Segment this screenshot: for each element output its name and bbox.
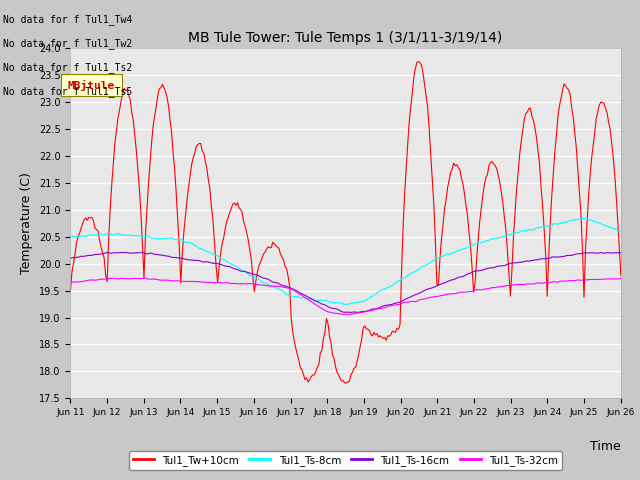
- Tul1_Ts-16cm: [134, 250, 141, 256]
- Tul1_Ts-32cm: [232, 280, 240, 286]
- Tul1_Ts-16cm: [589, 250, 597, 256]
- Tul1_Ts-16cm: [260, 275, 268, 281]
- Text: No data for f Tul1_Ts5: No data for f Tul1_Ts5: [3, 86, 132, 97]
- Tul1_Ts-16cm: [137, 250, 145, 255]
- Line: Tul1_Ts-32cm: Tul1_Ts-32cm: [70, 278, 621, 314]
- Line: Tul1_Tw+10cm: Tul1_Tw+10cm: [70, 61, 621, 383]
- Tul1_Tw+10cm: [134, 167, 141, 172]
- Tul1_Ts-32cm: [308, 300, 316, 305]
- Text: No data for f Tul1_Tw4: No data for f Tul1_Tw4: [3, 14, 132, 25]
- Tul1_Ts-32cm: [341, 312, 349, 317]
- Tul1_Ts-8cm: [341, 301, 349, 307]
- Title: MB Tule Tower: Tule Temps 1 (3/1/11-3/19/14): MB Tule Tower: Tule Temps 1 (3/1/11-3/19…: [188, 32, 503, 46]
- Tul1_Tw+10cm: [589, 142, 597, 148]
- Tul1_Ts-8cm: [258, 279, 266, 285]
- Tul1_Ts-32cm: [617, 276, 625, 281]
- Tul1_Ts-8cm: [249, 273, 257, 279]
- Text: MBjtule: MBjtule: [68, 80, 115, 91]
- Tul1_Ts-8cm: [307, 296, 315, 301]
- Text: No data for f Tul1_Ts2: No data for f Tul1_Ts2: [3, 62, 132, 73]
- Text: Time: Time: [590, 441, 621, 454]
- Text: No data for f Tul1_Tw2: No data for f Tul1_Tw2: [3, 38, 132, 49]
- Line: Tul1_Ts-16cm: Tul1_Ts-16cm: [70, 252, 621, 312]
- Tul1_Ts-8cm: [67, 233, 74, 239]
- Tul1_Ts-32cm: [260, 282, 268, 288]
- Tul1_Ts-8cm: [230, 263, 238, 268]
- Tul1_Tw+10cm: [258, 255, 266, 261]
- Tul1_Ts-8cm: [617, 228, 625, 234]
- Tul1_Tw+10cm: [617, 272, 625, 278]
- Tul1_Tw+10cm: [249, 275, 257, 280]
- Tul1_Tw+10cm: [230, 200, 238, 206]
- Tul1_Tw+10cm: [415, 59, 422, 64]
- Tul1_Ts-8cm: [589, 218, 597, 224]
- Tul1_Tw+10cm: [342, 380, 350, 386]
- Tul1_Ts-16cm: [308, 297, 316, 302]
- Tul1_Ts-16cm: [232, 266, 240, 272]
- Tul1_Ts-32cm: [109, 276, 117, 281]
- Tul1_Tw+10cm: [67, 288, 74, 294]
- Tul1_Ts-32cm: [250, 281, 258, 287]
- Tul1_Ts-32cm: [136, 276, 143, 281]
- Line: Tul1_Ts-8cm: Tul1_Ts-8cm: [70, 218, 621, 304]
- Tul1_Ts-16cm: [347, 310, 355, 315]
- Tul1_Ts-32cm: [589, 276, 597, 282]
- Tul1_Ts-16cm: [617, 250, 625, 256]
- Tul1_Tw+10cm: [307, 374, 315, 380]
- Tul1_Ts-16cm: [67, 255, 74, 261]
- Y-axis label: Temperature (C): Temperature (C): [20, 172, 33, 274]
- Tul1_Ts-8cm: [577, 216, 585, 221]
- Tul1_Ts-32cm: [67, 280, 74, 286]
- Legend: Tul1_Tw+10cm, Tul1_Ts-8cm, Tul1_Ts-16cm, Tul1_Ts-32cm: Tul1_Tw+10cm, Tul1_Ts-8cm, Tul1_Ts-16cm,…: [129, 451, 563, 470]
- Tul1_Ts-16cm: [250, 272, 258, 277]
- Tul1_Ts-8cm: [134, 233, 141, 239]
